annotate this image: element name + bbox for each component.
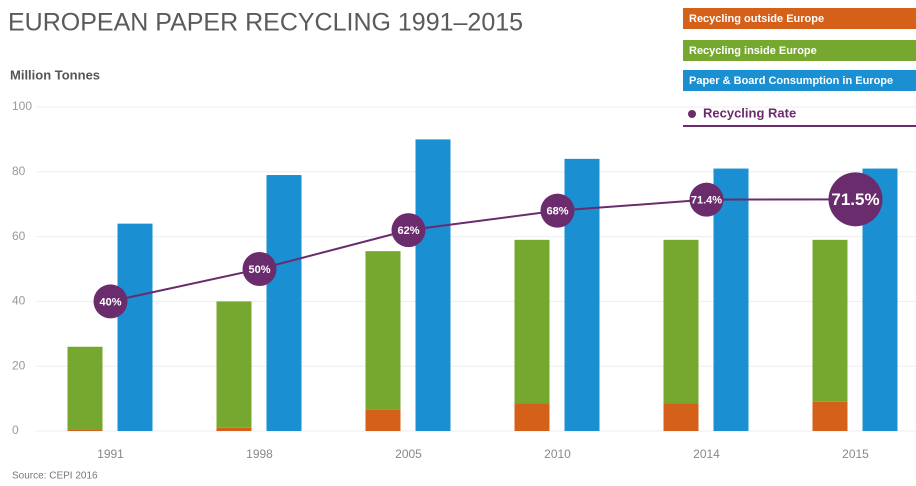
legend-label: Recycling Rate <box>703 105 796 120</box>
source: Source: CEPI 2016 <box>12 471 98 482</box>
bar-segment <box>515 403 550 431</box>
y-tick-label: 40 <box>12 294 26 308</box>
bar-segment <box>515 240 550 404</box>
page: EUROPEAN PAPER RECYCLING 1991–2015 Milli… <box>0 0 916 486</box>
bar-segment <box>366 410 401 431</box>
legend-dot <box>688 110 696 118</box>
bar <box>267 175 302 431</box>
bar-segment <box>366 251 401 410</box>
bar-segment <box>68 347 103 430</box>
data-label: 50% <box>248 264 270 276</box>
bar-segment <box>664 403 699 431</box>
chart-title: EUROPEAN PAPER RECYCLING 1991–2015 <box>8 9 523 37</box>
x-tick-label: 1998 <box>246 447 273 461</box>
bar <box>416 139 451 431</box>
bar-segment <box>813 240 848 402</box>
data-label: 71.4% <box>691 195 722 207</box>
bar-segment <box>217 301 252 427</box>
x-tick-label: 2014 <box>693 447 720 461</box>
y-tick-label: 0 <box>12 423 19 437</box>
legend-label: Recycling outside Europe <box>689 13 824 25</box>
data-label: 71.5% <box>831 190 879 209</box>
data-label: 68% <box>546 206 568 218</box>
bar-segment <box>68 429 103 431</box>
legend-label: Paper & Board Consumption in Europe <box>689 75 893 87</box>
legend-label: Recycling inside Europe <box>689 45 817 57</box>
y-axis-label: Million Tonnes <box>10 67 100 82</box>
bar-segment <box>664 240 699 404</box>
bar <box>118 224 153 431</box>
x-tick-label: 2005 <box>395 447 422 461</box>
y-tick-label: 100 <box>12 99 32 113</box>
x-tick-label: 2010 <box>544 447 571 461</box>
bar-segment <box>813 402 848 431</box>
x-tick-label: 1991 <box>97 447 124 461</box>
x-tick-label: 2015 <box>842 447 869 461</box>
data-label: 62% <box>397 225 419 237</box>
y-tick-label: 20 <box>12 358 26 372</box>
data-label: 40% <box>99 296 121 308</box>
y-tick-label: 60 <box>12 229 26 243</box>
y-tick-label: 80 <box>12 164 26 178</box>
bar-segment <box>217 428 252 431</box>
chart: EUROPEAN PAPER RECYCLING 1991–2015 Milli… <box>0 0 916 486</box>
